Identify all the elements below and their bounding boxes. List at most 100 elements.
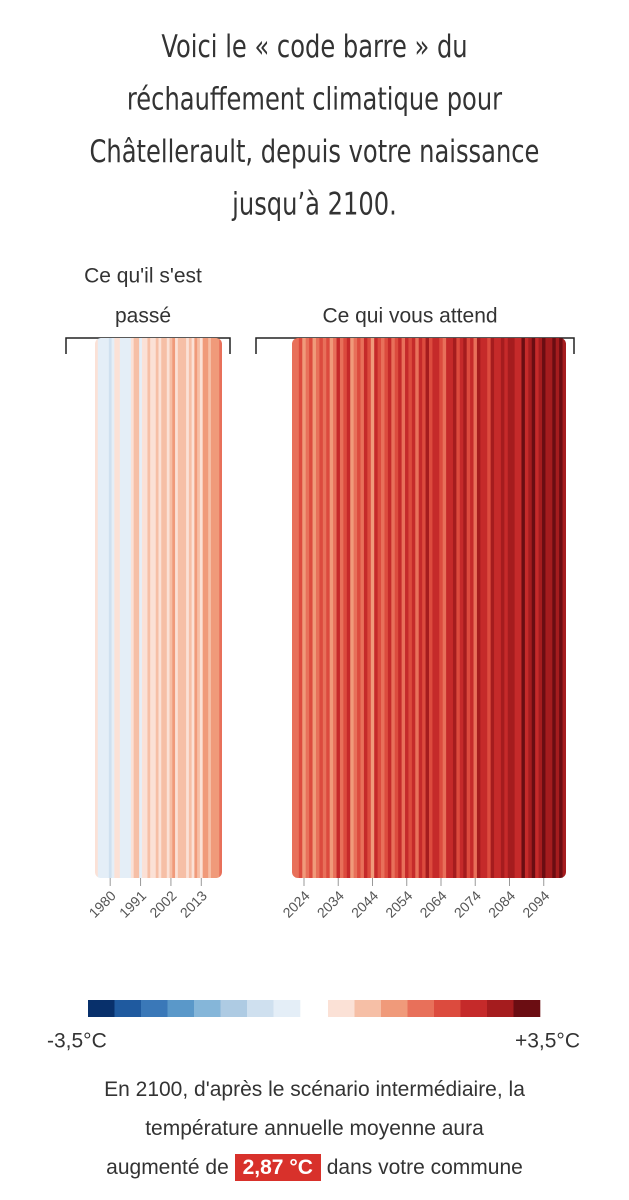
footer-text: augmenté de (106, 1156, 229, 1179)
stripe (559, 338, 563, 878)
stripe (363, 338, 368, 878)
stripe (415, 338, 420, 878)
stripe (514, 338, 519, 878)
panel-label: Ce qu'il s'est (84, 265, 202, 288)
title: Voici le « code barre » du réchauffement … (90, 28, 540, 222)
stripe (490, 338, 495, 878)
footer-text: En 2100, d'après le scénario intermédiai… (104, 1078, 525, 1101)
stripe (166, 338, 170, 878)
stripe (459, 338, 464, 878)
stripe (494, 338, 498, 878)
legend-swatch (381, 1000, 408, 1017)
stripe (292, 338, 296, 878)
x-tick-label: 1991 (116, 887, 149, 920)
footer: En 2100, d'après le scénario intermédiai… (0, 1070, 629, 1187)
stripe (216, 338, 220, 878)
legend-swatch (460, 1000, 488, 1017)
stripe (439, 338, 444, 878)
stripe (191, 338, 195, 878)
stripe (387, 338, 392, 878)
stripe (422, 338, 426, 878)
legend-swatch (220, 1000, 248, 1017)
stripe (367, 338, 372, 878)
stripe (309, 338, 313, 878)
stripe (125, 338, 129, 878)
stripe (128, 338, 132, 878)
stripe (398, 338, 402, 878)
stripes (95, 338, 222, 878)
stripe (545, 338, 550, 878)
stripes (292, 338, 566, 878)
stripe (497, 338, 502, 878)
stripe (357, 338, 361, 878)
x-tick-label: 2013 (177, 887, 210, 920)
stripe (141, 338, 146, 878)
stripe (555, 338, 560, 878)
stripe (177, 338, 181, 878)
stripe (339, 338, 344, 878)
stripe (95, 338, 99, 878)
stripe (466, 338, 471, 878)
stripe (144, 338, 148, 878)
stripe (119, 338, 124, 878)
stripe (194, 338, 198, 878)
stripe (548, 338, 553, 878)
x-tick-label: 2094 (519, 887, 552, 920)
x-tick-label: 2054 (382, 887, 415, 920)
stripe (139, 338, 143, 878)
stripe (305, 338, 310, 878)
stripe (172, 338, 176, 878)
stripe (329, 338, 334, 878)
stripe (210, 338, 215, 878)
x-tick-label: 2044 (348, 887, 381, 920)
stripe (106, 338, 110, 878)
stripe (180, 338, 184, 878)
stripe (219, 338, 222, 878)
footer-line: température annuelle moyenne aura (0, 1109, 629, 1148)
panel-label: passé (115, 305, 171, 328)
stripe (442, 338, 447, 878)
stripe (429, 338, 433, 878)
stripe (100, 338, 104, 878)
stripe (381, 338, 385, 878)
stripe (432, 338, 437, 878)
stripe (405, 338, 409, 878)
stripe (487, 338, 492, 878)
stripe (504, 338, 509, 878)
panel-label: Ce qui vous attend (322, 305, 497, 328)
stripe (295, 338, 300, 878)
stripe (463, 338, 468, 878)
stripe (97, 338, 101, 878)
x-tick-label: 2034 (314, 887, 347, 920)
stripe (480, 338, 485, 878)
legend-label: -3,5°C (47, 1030, 107, 1053)
stripe (298, 338, 303, 878)
x-tick-label: 2074 (451, 887, 484, 920)
stripe (500, 338, 505, 878)
legend-swatch (114, 1000, 142, 1017)
stripe (186, 338, 190, 878)
stripe (312, 338, 317, 878)
legend-swatch (407, 1000, 435, 1017)
stripe (391, 338, 396, 878)
stripe (202, 338, 206, 878)
stripe (161, 338, 165, 878)
stripe (518, 338, 522, 878)
footer-line: augmenté de 2,87 °C dans votre commune (0, 1148, 629, 1187)
stripe (374, 338, 379, 878)
stripe (122, 338, 126, 878)
stripe (449, 338, 454, 878)
stripe (158, 338, 162, 878)
title-line: réchauffement climatique pour (127, 80, 503, 117)
legend-swatch (141, 1000, 168, 1017)
legend-swatch (328, 1000, 355, 1017)
footer-line: En 2100, d'après le scénario intermédiai… (0, 1070, 629, 1109)
legend-swatch (167, 1000, 195, 1017)
stripe (150, 338, 154, 878)
stripe (353, 338, 358, 878)
stripe (350, 338, 355, 878)
stripe (175, 338, 179, 878)
x-tick-label: 2084 (485, 887, 518, 920)
stripe (346, 338, 351, 878)
x-tick-label: 1980 (86, 887, 119, 920)
